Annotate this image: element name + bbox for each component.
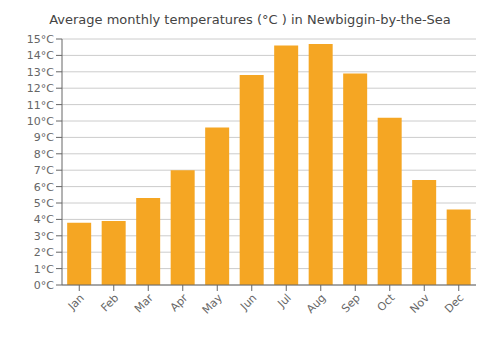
svg-text:Dec: Dec — [442, 291, 466, 315]
svg-text:Feb: Feb — [98, 291, 121, 314]
svg-text:Oct: Oct — [375, 291, 398, 314]
svg-text:Aug: Aug — [304, 291, 328, 315]
svg-text:5°C: 5°C — [34, 197, 54, 210]
svg-text:0°C: 0°C — [34, 279, 54, 292]
svg-text:Nov: Nov — [408, 291, 433, 316]
svg-text:Jun: Jun — [237, 291, 259, 313]
svg-text:2°C: 2°C — [34, 246, 54, 259]
svg-text:7°C: 7°C — [34, 164, 54, 177]
svg-text:6°C: 6°C — [34, 181, 54, 194]
svg-text:9°C: 9°C — [34, 131, 54, 144]
svg-text:Jul: Jul — [275, 291, 294, 310]
svg-text:12°C: 12°C — [27, 82, 54, 95]
svg-text:13°C: 13°C — [27, 66, 54, 79]
svg-text:4°C: 4°C — [34, 213, 54, 226]
svg-text:3°C: 3°C — [34, 230, 54, 243]
svg-text:11°C: 11°C — [27, 99, 54, 112]
svg-text:May: May — [200, 291, 226, 317]
svg-text:8°C: 8°C — [34, 148, 54, 161]
svg-text:15°C: 15°C — [27, 33, 54, 46]
svg-text:1°C: 1°C — [34, 263, 54, 276]
svg-text:Jan: Jan — [65, 291, 87, 313]
svg-text:Sep: Sep — [339, 291, 363, 315]
svg-text:14°C: 14°C — [27, 49, 54, 62]
html-text:Average monthly temperatures (: Average monthly temperatures (°C ) in Ne… — [49, 12, 451, 27]
svg-text:Mar: Mar — [132, 291, 156, 315]
svg-text:10°C: 10°C — [27, 115, 54, 128]
svg-text:Apr: Apr — [168, 291, 191, 314]
